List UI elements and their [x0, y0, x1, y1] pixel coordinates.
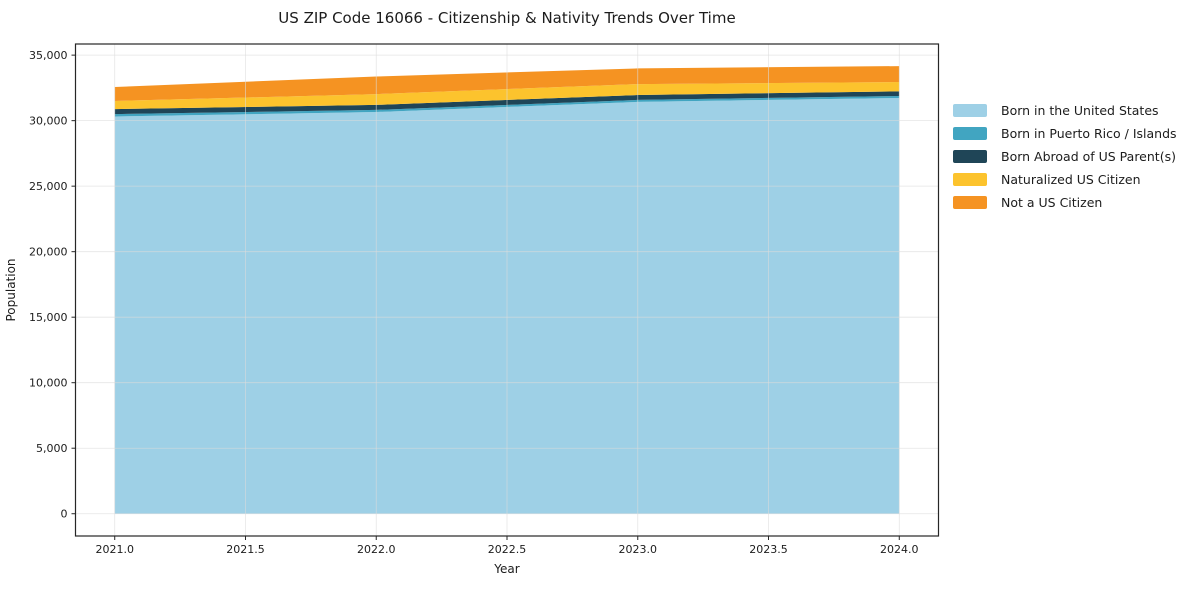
legend-item-not-a-us-citizen: Not a US Citizen: [953, 195, 1177, 210]
y-tick-label: 15,000: [29, 311, 68, 324]
legend-label: Born in Puerto Rico / Islands: [1001, 126, 1177, 141]
y-tick-label: 25,000: [29, 180, 68, 193]
legend-swatch-icon: [953, 173, 987, 186]
y-tick-label: 10,000: [29, 377, 68, 390]
x-tick-label: 2022.0: [357, 543, 396, 556]
gridlines: [75, 44, 939, 536]
legend-label: Not a US Citizen: [1001, 195, 1103, 210]
axis-ticks: [71, 54, 900, 540]
axis-tick-labels: 2021.0 2021.5 2022.0 2022.5 2023.0 2023.5 2024…: [29, 49, 919, 556]
y-tick-label: 0: [61, 508, 68, 521]
legend-item-born-in-the-united-states: Born in the United States: [953, 103, 1177, 118]
x-tick-label: 2024.0: [880, 543, 919, 556]
legend-swatch-icon: [953, 196, 987, 209]
legend-item-born-abroad-of-us-parent-s: Born Abroad of US Parent(s): [953, 149, 1177, 164]
legend-swatch-icon: [953, 127, 987, 140]
x-tick-label: 2023.0: [619, 543, 658, 556]
x-axis-label: Year: [493, 562, 519, 576]
legend-swatch-icon: [953, 104, 987, 117]
y-tick-label: 5,000: [36, 442, 68, 455]
legend-item-born-in-puerto-rico-islands: Born in Puerto Rico / Islands: [953, 126, 1177, 141]
y-tick-label: 30,000: [29, 115, 68, 128]
legend-label: Born in the United States: [1001, 103, 1159, 118]
x-tick-label: 2021.5: [226, 543, 265, 556]
legend-swatch-icon: [953, 150, 987, 163]
legend-label: Born Abroad of US Parent(s): [1001, 149, 1176, 164]
x-tick-label: 2021.0: [95, 543, 134, 556]
y-axis-label: Population: [4, 258, 18, 321]
chart-title: US ZIP Code 16066 - Citizenship & Nativi…: [278, 9, 735, 27]
y-tick-label: 20,000: [29, 246, 68, 259]
x-tick-label: 2022.5: [488, 543, 527, 556]
x-tick-label: 2023.5: [749, 543, 788, 556]
legend-label: Naturalized US Citizen: [1001, 172, 1141, 187]
legend: Born in the United States Born in Puerto …: [953, 103, 1177, 210]
y-tick-label: 35,000: [29, 49, 68, 62]
legend-item-naturalized-us-citizen: Naturalized US Citizen: [953, 172, 1177, 187]
